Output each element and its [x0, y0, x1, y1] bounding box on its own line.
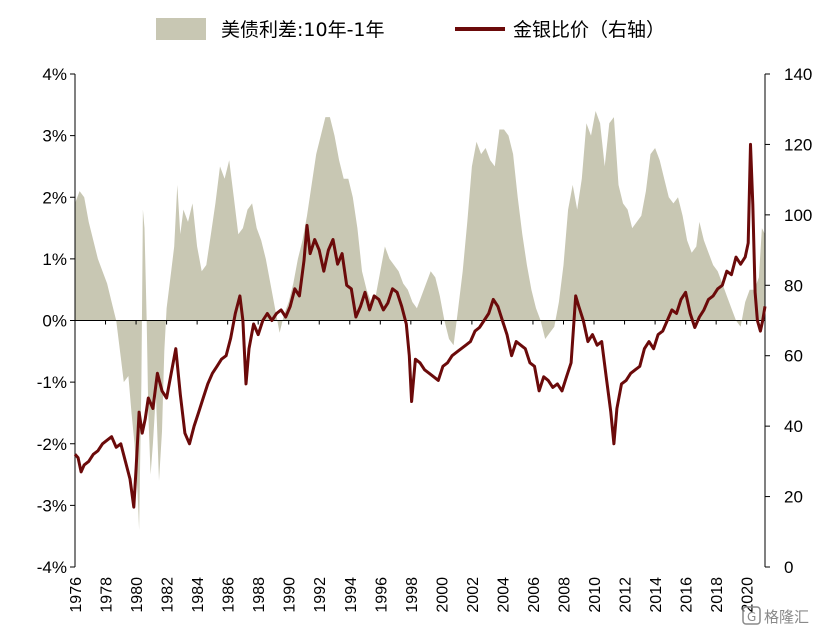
tick-labels: -4% -3% -2% -1% 0% 1% 2% 3% 4% 0 20 40 60 80 100 120 140… [37, 65, 813, 613]
x-tick-label: 2008 [557, 577, 574, 613]
right-tick-label: 60 [784, 347, 803, 366]
legend-spread-swatch [156, 18, 206, 40]
x-tick-label: 1990 [282, 577, 299, 613]
legend-ratio-label: 金银比价（右轴） [513, 19, 665, 41]
x-tick-label: 1984 [190, 577, 207, 613]
x-tick-label: 2012 [618, 577, 635, 613]
x-tick-label: 1986 [221, 577, 238, 613]
x-tick-label: 1994 [343, 577, 360, 613]
left-tick-label: 1% [42, 250, 67, 269]
watermark-logo-icon [742, 606, 761, 625]
right-tick-label: 40 [784, 417, 803, 436]
x-tick-label: 2004 [495, 577, 512, 613]
watermark: G 格隆汇 [742, 606, 809, 626]
legend: 美债利差:10年-1年 金银比价（右轴） [156, 18, 665, 41]
x-tick-label: 2014 [648, 577, 665, 613]
x-tick-label: 2002 [465, 577, 482, 613]
left-tick-label: -4% [37, 558, 67, 577]
ratio-line [73, 142, 767, 509]
x-tick-label: 1978 [99, 577, 116, 613]
left-tick-label: 4% [42, 65, 67, 84]
x-tick-label: 1980 [129, 577, 146, 613]
watermark-logo-letter: G [747, 610, 756, 624]
right-tick-label: 0 [784, 558, 793, 577]
x-tick-label: 1976 [68, 577, 85, 613]
left-tick-label: -3% [37, 496, 67, 515]
axes [70, 73, 770, 568]
legend-spread-label: 美债利差:10年-1年 [221, 19, 385, 41]
right-tick-label: 120 [784, 135, 812, 154]
left-tick-label: -1% [37, 373, 67, 392]
x-tick-label: 1996 [373, 577, 390, 613]
right-tick-label: 140 [784, 65, 812, 84]
ratio-line-layer [73, 142, 767, 509]
right-tick-label: 80 [784, 276, 803, 295]
x-tick-label: 2006 [526, 577, 543, 613]
x-tick-label: 1988 [251, 577, 268, 613]
x-tick-label: 2020 [740, 577, 757, 613]
x-tick-label: 2010 [587, 577, 604, 613]
x-tick-label: 2018 [709, 577, 726, 613]
right-tick-label: 20 [784, 488, 803, 507]
left-tick-label: 3% [42, 127, 67, 146]
x-tick-label: 2000 [434, 577, 451, 613]
x-tick-label: 1982 [160, 577, 177, 613]
watermark-text: 格隆汇 [764, 608, 809, 626]
x-tick-label: 1992 [312, 577, 329, 613]
left-tick-label: 0% [42, 312, 67, 331]
left-tick-label: 2% [42, 188, 67, 207]
x-tick-label: 1998 [404, 577, 421, 613]
x-tick-label: 2016 [679, 577, 696, 613]
left-tick-label: -2% [37, 435, 67, 454]
right-tick-label: 100 [784, 206, 812, 225]
